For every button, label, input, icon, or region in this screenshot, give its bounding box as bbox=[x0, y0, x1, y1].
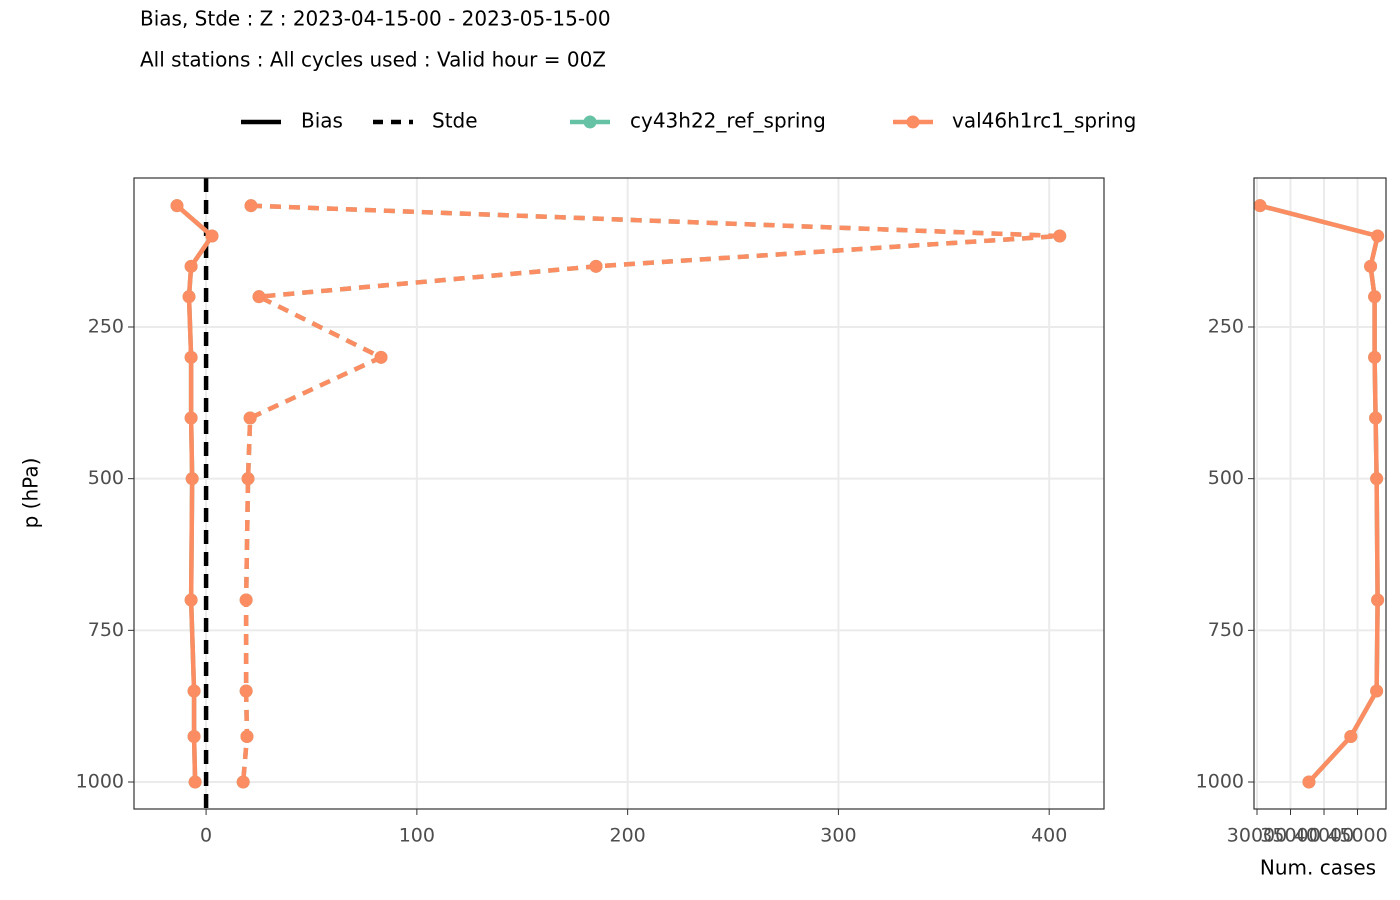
x-tick-label: 35000 bbox=[1260, 825, 1320, 847]
x-tick-label: 100 bbox=[399, 825, 435, 847]
y-tick-label: 1000 bbox=[76, 771, 124, 793]
point bbox=[1344, 730, 1358, 744]
point bbox=[239, 593, 253, 607]
point bbox=[182, 290, 196, 304]
legend-key-point bbox=[906, 115, 920, 129]
point bbox=[239, 684, 253, 698]
y-tick-label: 750 bbox=[1208, 619, 1244, 641]
y-tick-label: 250 bbox=[1208, 315, 1244, 337]
x-axis-label: Num. cases bbox=[1260, 856, 1376, 880]
panel-border bbox=[1253, 177, 1387, 810]
point bbox=[252, 290, 266, 304]
point bbox=[185, 472, 199, 486]
panel-background bbox=[1254, 178, 1386, 809]
point bbox=[236, 775, 250, 789]
point bbox=[1364, 259, 1378, 273]
y-tick-label: 500 bbox=[1208, 467, 1244, 489]
y-tick-label: 250 bbox=[88, 315, 124, 337]
point bbox=[1371, 593, 1385, 607]
x-tick-label: 45000 bbox=[1327, 825, 1387, 847]
point bbox=[184, 593, 198, 607]
point bbox=[244, 199, 258, 213]
legend-label: cy43h22_ref_spring bbox=[630, 109, 826, 133]
point bbox=[240, 730, 254, 744]
point bbox=[1302, 775, 1316, 789]
point bbox=[1253, 199, 1267, 213]
x-tick-label: 400 bbox=[1031, 825, 1067, 847]
point bbox=[589, 259, 603, 273]
y-tick-label: 750 bbox=[88, 619, 124, 641]
point bbox=[374, 350, 388, 364]
legend-label: Stde bbox=[432, 109, 478, 133]
chart-title: Bias, Stde : Z : 2023-04-15-00 - 2023-05… bbox=[140, 7, 611, 31]
panel-background bbox=[134, 178, 1104, 809]
legend-key-point bbox=[583, 115, 597, 129]
point bbox=[205, 229, 219, 243]
x-tick-label: 0 bbox=[200, 825, 212, 847]
point bbox=[1368, 350, 1382, 364]
point bbox=[243, 411, 257, 425]
y-tick-label: 500 bbox=[88, 467, 124, 489]
point bbox=[184, 259, 198, 273]
point bbox=[1371, 229, 1385, 243]
point bbox=[1370, 472, 1384, 486]
point bbox=[1368, 290, 1382, 304]
point bbox=[188, 775, 202, 789]
point bbox=[184, 411, 198, 425]
y-tick-label: 1000 bbox=[1196, 771, 1244, 793]
legend-label: val46h1rc1_spring bbox=[952, 109, 1136, 133]
y-axis-label: p (hPa) bbox=[19, 458, 43, 529]
x-tick-label: 40000 bbox=[1294, 825, 1354, 847]
x-tick-label: 200 bbox=[610, 825, 646, 847]
point bbox=[241, 472, 255, 486]
point bbox=[170, 199, 184, 213]
point bbox=[187, 730, 201, 744]
x-tick-label: 30000 bbox=[1227, 825, 1287, 847]
point bbox=[187, 684, 201, 698]
panel-border bbox=[133, 177, 1105, 810]
point bbox=[1053, 229, 1067, 243]
legend-label: Bias bbox=[301, 109, 343, 133]
point bbox=[1370, 684, 1384, 698]
chart-subtitle: All stations : All cycles used : Valid h… bbox=[140, 48, 606, 72]
x-tick-label: 300 bbox=[820, 825, 856, 847]
point bbox=[184, 350, 198, 364]
point bbox=[1369, 411, 1383, 425]
